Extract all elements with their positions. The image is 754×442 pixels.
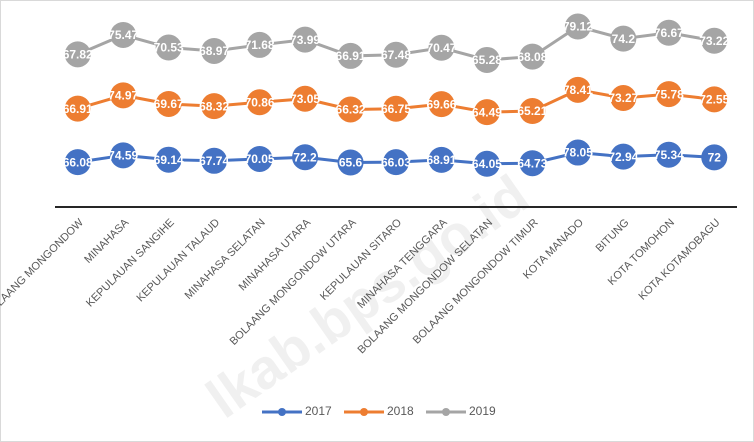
data-label: 72.2	[293, 150, 317, 164]
data-label: 74.59	[108, 148, 138, 162]
data-label: 65.21	[517, 104, 547, 118]
marker	[64, 41, 91, 68]
data-label: 64.49	[472, 105, 502, 119]
marker	[292, 26, 319, 53]
legend-marker	[442, 408, 450, 416]
data-label: 66.91	[63, 102, 93, 116]
marker	[201, 37, 228, 64]
marker	[610, 143, 637, 170]
marker	[337, 96, 364, 123]
marker	[110, 21, 137, 48]
marker	[519, 43, 546, 70]
marker	[383, 95, 409, 122]
data-label: 69.67	[154, 97, 184, 111]
data-label: 66.08	[63, 155, 93, 169]
marker	[155, 34, 182, 61]
marker	[155, 90, 182, 117]
data-label: 73.05	[290, 92, 320, 106]
data-label: 72.55	[699, 93, 729, 107]
marker	[473, 99, 500, 126]
marker	[655, 141, 682, 168]
data-label: 66.91	[336, 49, 366, 63]
marker	[110, 82, 137, 109]
marker	[201, 93, 228, 120]
legend-label: 2019	[469, 404, 496, 418]
marker	[246, 31, 273, 58]
data-label: 64.73	[517, 156, 547, 170]
marker	[610, 25, 637, 52]
data-label: 68.97	[199, 44, 229, 58]
marker	[655, 19, 682, 46]
marker	[473, 46, 500, 73]
data-label: 65.28	[472, 53, 502, 67]
marker	[655, 81, 682, 108]
data-label: 65.6	[339, 156, 363, 170]
marker	[701, 86, 728, 113]
data-label: 73.99	[290, 33, 320, 47]
data-label: 75.34	[654, 148, 684, 162]
data-label: 76.67	[654, 26, 684, 40]
marker	[292, 85, 319, 112]
marker	[246, 145, 273, 172]
marker	[64, 149, 91, 176]
marker	[564, 13, 591, 40]
marker	[64, 95, 91, 122]
marker	[428, 34, 455, 61]
data-label: 71.68	[245, 38, 275, 52]
data-label: 69.14	[154, 153, 184, 167]
marker	[701, 144, 728, 171]
marker	[701, 27, 728, 54]
data-label: 74.97	[108, 89, 138, 103]
data-label: 70.86	[245, 95, 275, 109]
marker	[564, 139, 591, 166]
data-label: 74.2	[612, 32, 636, 46]
marker	[564, 76, 591, 103]
data-label: 78.41	[563, 83, 593, 97]
marker	[155, 146, 182, 173]
data-label: 67.48	[381, 48, 411, 62]
data-label: 67.74	[199, 154, 229, 168]
marker	[519, 150, 546, 177]
marker	[610, 85, 637, 112]
legend-label: 2018	[387, 404, 414, 418]
data-label: 70.53	[154, 41, 184, 55]
data-label: 72.94	[608, 150, 638, 164]
data-label: 73.27	[608, 91, 638, 105]
marker	[428, 146, 455, 173]
data-label: 68.08	[517, 50, 547, 64]
data-label: 66.75	[381, 102, 411, 116]
marker	[292, 144, 319, 171]
data-label: 79.12	[563, 20, 593, 34]
marker	[428, 91, 455, 118]
data-label: 75.47	[108, 28, 138, 42]
marker	[201, 147, 228, 174]
data-label: 72	[708, 151, 722, 165]
data-label: 66.32	[336, 103, 366, 117]
data-label: 69.66	[426, 97, 456, 111]
data-label: 70.47	[426, 41, 456, 55]
data-label: 78.05	[563, 146, 593, 160]
data-label: 67.82	[63, 48, 93, 62]
data-label: 66.03	[381, 155, 411, 169]
data-label: 68.91	[426, 153, 456, 167]
marker	[246, 89, 273, 116]
marker	[473, 150, 500, 177]
data-label: 75.78	[654, 87, 684, 101]
marker	[383, 149, 409, 176]
data-label: 68.32	[199, 99, 229, 113]
marker	[110, 142, 137, 169]
data-label: 70.05	[245, 152, 275, 166]
marker	[519, 98, 546, 125]
data-label: 73.22	[699, 34, 729, 48]
marker	[383, 41, 409, 68]
marker	[337, 42, 364, 69]
legend-label: 2017	[305, 404, 332, 418]
legend-marker	[278, 408, 286, 416]
marker	[337, 149, 364, 176]
data-label: 64.05	[472, 157, 502, 171]
legend-marker	[360, 408, 368, 416]
